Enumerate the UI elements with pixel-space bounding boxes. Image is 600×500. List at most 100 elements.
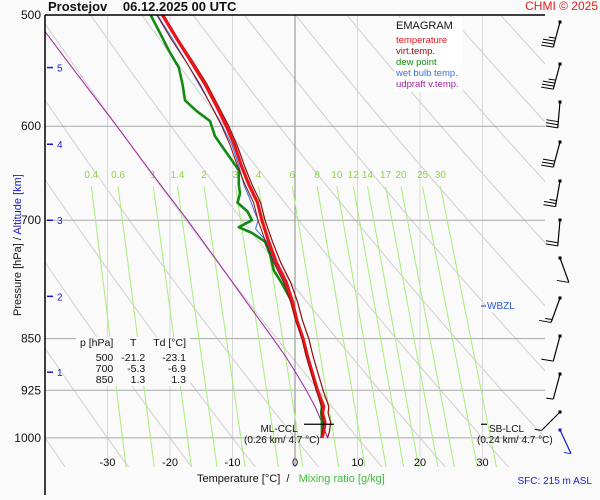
wind-barb-part [559, 257, 570, 283]
dry-adiabat [45, 99, 320, 467]
legend-item: temperature [396, 35, 448, 46]
wind-barb-part [545, 318, 553, 320]
wind-barb-part [539, 319, 552, 323]
dry-adiabat [141, 15, 510, 467]
mixing-ratio-line [234, 186, 279, 467]
dry-adiabat [397, 15, 545, 183]
mixing-ratio-line [400, 186, 455, 467]
wind-barb-part [558, 140, 562, 144]
legend-title: EMAGRAM [396, 20, 453, 32]
dry-adiabat [45, 347, 130, 467]
mixing-ratio-label: 1.4 [170, 170, 184, 181]
mixing-ratio-label: 10 [331, 170, 343, 181]
x-tick-label: 30 [476, 457, 488, 469]
mixing-ratio-line [117, 186, 155, 467]
wind-barb-part [559, 429, 572, 454]
mixing-ratio-label: 12 [348, 170, 360, 181]
wind-barb-part [558, 62, 562, 66]
wind-barb-part [543, 201, 557, 205]
wind-barb [539, 296, 562, 323]
wind-barb-part [542, 158, 555, 162]
table-cell: -23.1 [162, 352, 187, 364]
mixing-ratio-label: 0.4 [84, 170, 98, 181]
wind-barb-part [543, 204, 556, 208]
wind-barb-part [550, 297, 561, 323]
mixing-ratio-line [176, 186, 218, 467]
altitude-tick-label: 5 [57, 64, 63, 75]
chart-title: Prostejov 06.12.2025 00 UTC [48, 0, 248, 14]
table-row: 850 1.3 1.3 [76, 375, 190, 386]
y-title-pressure: Pressure [hPa] [12, 243, 24, 316]
wind-barb-part [548, 78, 556, 81]
ml-ccl-detail: (0.26 km/ 4.7 °C) [244, 435, 320, 446]
wind-barb-part [558, 428, 562, 432]
wind-barb-part [558, 256, 562, 260]
mixing-ratio-line [90, 186, 127, 467]
wind-barb-part [552, 21, 561, 48]
legend-item: udpraft v.temp. [396, 79, 459, 90]
mixing-ratio-line [336, 186, 387, 467]
table-cell: -5.3 [127, 363, 146, 375]
table-cell: 1.3 [171, 374, 187, 386]
legend-item: wet bulb temp. [396, 68, 458, 79]
wind-barb-part [541, 83, 555, 87]
sounding-table: p [hPa] T Td [°C] 500 -21.2 -23.1 700 -5… [76, 337, 191, 386]
mixing-ratio-label: 8 [314, 170, 320, 181]
x-title-mixing: Mixing ratio [g/kg] [298, 473, 385, 485]
wind-barb-part [546, 397, 554, 400]
dry-adiabat [243, 15, 545, 372]
wind-barb-part [558, 100, 562, 104]
wind-barb-part [546, 119, 559, 123]
wind-barb-part [545, 240, 559, 244]
mixing-ratio-label: 30 [435, 170, 447, 181]
wind-barb-part [542, 38, 555, 42]
mixing-ratio-label: 6 [290, 170, 296, 181]
legend-item: dew point [396, 57, 437, 68]
wind-barb-part [552, 141, 561, 168]
wind-barb-part [541, 41, 555, 45]
wind-barb-part [556, 279, 569, 283]
wind-barb-part [563, 452, 572, 455]
y-tick-label: 850 [21, 332, 41, 346]
wind-barb-part [545, 125, 558, 129]
mixing-ratio-label: 4 [256, 170, 262, 181]
wind-barb-part [557, 101, 561, 128]
wind-barb [556, 256, 570, 283]
ml-ccl-annotation: ML-CCL (0.26 km/ 4.7 °C) [244, 424, 320, 446]
table-header: p [hPa] [80, 337, 114, 349]
wind-barb [541, 62, 562, 90]
wind-barb-part [558, 334, 562, 338]
wind-barb-part [558, 179, 562, 183]
legend-item: virt.temp. [396, 46, 436, 57]
wind-barb-part [534, 428, 542, 431]
dry-adiabat [294, 15, 545, 307]
wind-barb-part [558, 296, 562, 300]
wind-barb [543, 179, 562, 208]
mixing-ratio-line [291, 186, 340, 467]
credit-label: CHMI © 2025 [525, 0, 598, 13]
wind-barb-part [558, 372, 562, 376]
wind-barb-part [557, 219, 561, 246]
mixing-ratio-line [422, 186, 478, 467]
mixing-ratio-label: 3 [233, 170, 239, 181]
x-tick-label: 0 [292, 457, 298, 469]
y-tick-label: 700 [21, 213, 41, 227]
ml-ccl-label: ML-CCL [260, 424, 298, 435]
wind-barb-part [545, 122, 559, 126]
wind-barb [558, 428, 572, 455]
wind-barb-part [541, 411, 561, 431]
altitude-tick-label: 1 [57, 368, 63, 379]
table-header: T [130, 337, 137, 349]
sb-lcl-label: SB-LCL [489, 424, 525, 435]
y-axis-title: Pressure [hPa] / Altitude [km] [12, 174, 24, 316]
wind-barb-part [558, 20, 562, 24]
altitude-tick-label: 2 [57, 292, 63, 303]
wind-barb-part [552, 335, 561, 362]
wind-barb-part [541, 164, 554, 168]
surface-elevation: SFC: 215 m ASL [517, 476, 592, 487]
y-title-sep: / [12, 237, 24, 241]
legend: EMAGRAM temperature virt.temp. dew point we… [394, 18, 463, 92]
altitude-tick-label: 4 [57, 140, 63, 151]
x-axis-title: Temperature [°C] / Mixing ratio [g/kg] [197, 473, 385, 485]
